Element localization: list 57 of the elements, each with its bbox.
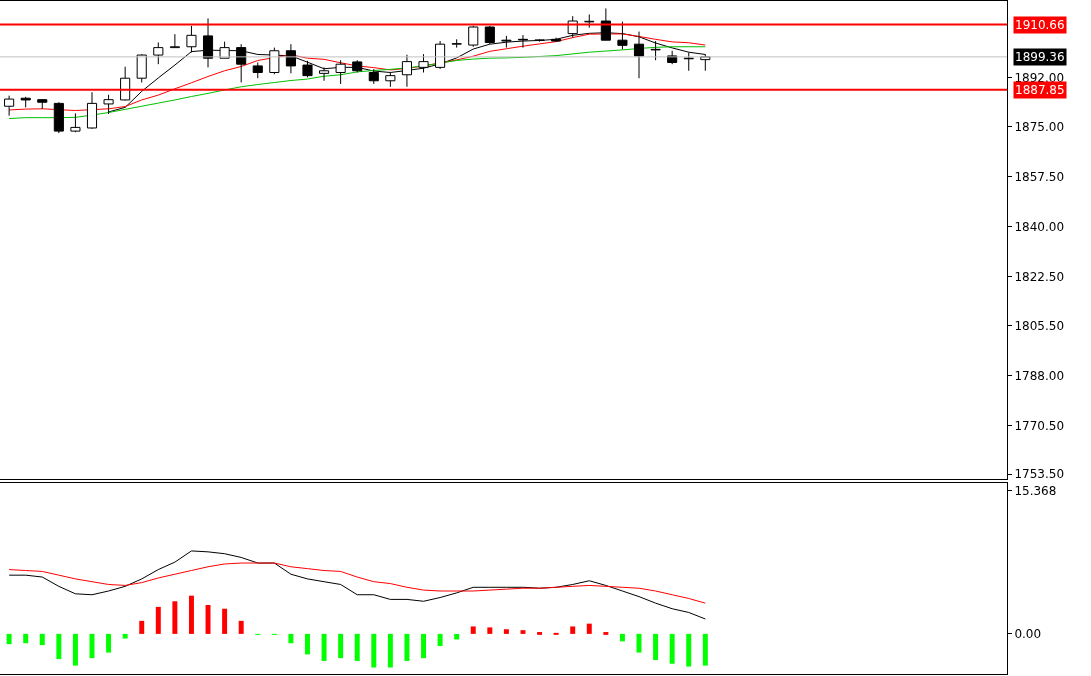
bar xyxy=(222,608,228,634)
ref-line-label: 1910.66 xyxy=(1015,18,1065,32)
bar xyxy=(205,605,211,634)
bar xyxy=(570,626,576,634)
bar xyxy=(371,633,377,668)
bar xyxy=(437,633,443,647)
y-tick-label: 1788.00 xyxy=(1014,368,1065,383)
bar xyxy=(155,606,161,634)
bar xyxy=(288,633,294,644)
bar xyxy=(23,633,29,644)
bar xyxy=(338,633,344,659)
bar xyxy=(702,633,708,666)
bar xyxy=(421,633,427,659)
y-tick-label: 1857.50 xyxy=(1014,169,1065,184)
bar xyxy=(354,633,360,661)
bar xyxy=(172,601,178,634)
bar xyxy=(139,620,145,634)
bar xyxy=(305,633,310,655)
y-tick-label: 1840.00 xyxy=(1014,219,1065,234)
bar xyxy=(404,633,410,661)
y-tick-label: 1822.50 xyxy=(1014,269,1065,284)
bar xyxy=(553,632,559,635)
y-tick-label: 1753.50 xyxy=(1014,467,1065,482)
bar xyxy=(636,633,642,653)
y-tick-label: 0.00 xyxy=(1014,627,1042,642)
bar xyxy=(669,633,675,664)
y-tick-label: 1892.00 xyxy=(1014,71,1065,86)
bar xyxy=(603,632,609,635)
bar xyxy=(56,633,62,660)
bar xyxy=(686,633,692,667)
bar xyxy=(6,633,12,645)
ref-line-label: 1899.36 xyxy=(1015,50,1065,64)
y-tick-label: 15.368 xyxy=(1014,483,1057,498)
bar xyxy=(122,633,128,639)
ref-line-label: 1887.85 xyxy=(1015,83,1065,97)
bar xyxy=(470,626,476,634)
bar xyxy=(520,630,526,634)
bar xyxy=(586,623,592,634)
y-tick-label: 1805.50 xyxy=(1014,318,1065,333)
bar xyxy=(238,620,244,634)
line-series xyxy=(8,550,706,620)
y-tick-label: 1770.50 xyxy=(1014,418,1065,433)
bar xyxy=(106,633,112,653)
y-tick-label: 1875.00 xyxy=(1014,119,1065,134)
bar xyxy=(39,633,45,646)
bar xyxy=(188,595,194,634)
bar xyxy=(454,633,460,640)
bar xyxy=(653,633,659,661)
bar xyxy=(503,629,509,634)
bar xyxy=(487,627,493,634)
line-series xyxy=(8,562,706,604)
candlestick xyxy=(418,53,429,73)
bar xyxy=(72,633,78,666)
bar xyxy=(619,633,625,642)
bar xyxy=(537,632,543,635)
bar xyxy=(321,633,327,661)
bar xyxy=(387,633,393,668)
